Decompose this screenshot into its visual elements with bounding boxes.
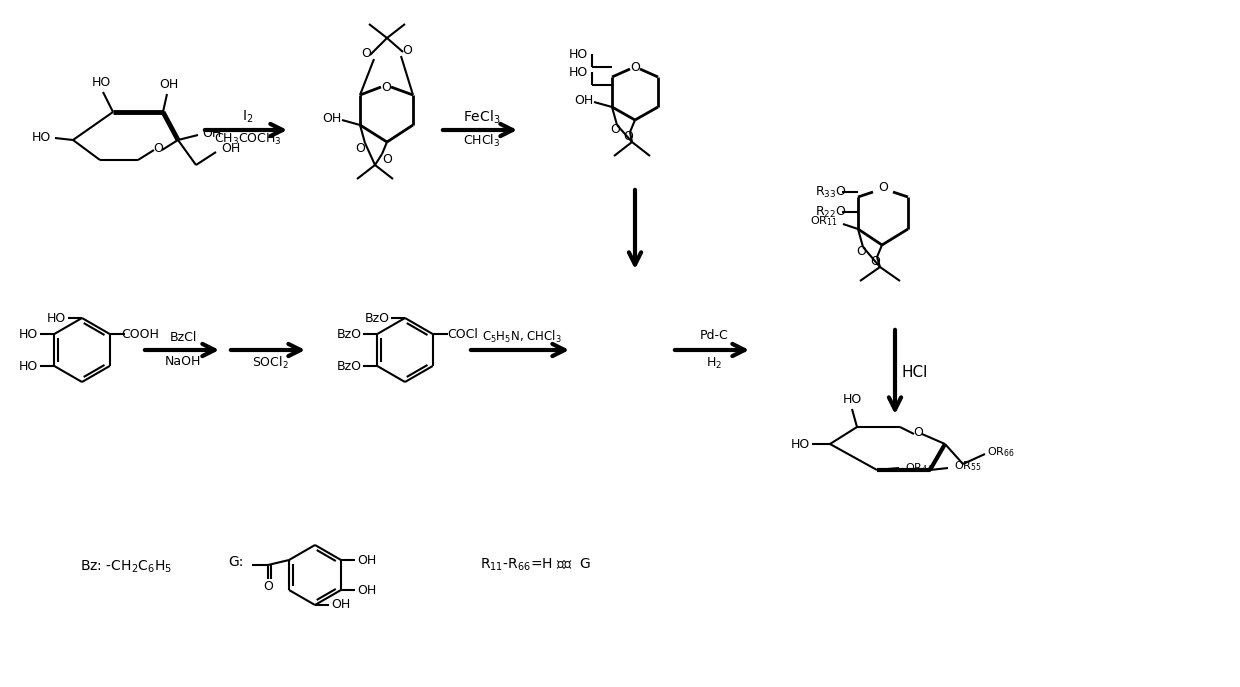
- Text: Bz: -CH$_2$C$_6$H$_5$: Bz: -CH$_2$C$_6$H$_5$: [81, 559, 172, 575]
- Text: OH: OH: [222, 142, 241, 155]
- Text: O: O: [870, 254, 880, 267]
- Text: O: O: [856, 245, 866, 258]
- Text: Pd-C: Pd-C: [699, 328, 728, 341]
- Text: O: O: [610, 122, 620, 135]
- Text: R$_{22}$O: R$_{22}$O: [815, 205, 847, 220]
- Text: CHCl$_3$: CHCl$_3$: [464, 133, 501, 149]
- Text: HO: HO: [790, 438, 810, 451]
- Text: HO: HO: [92, 76, 110, 89]
- Text: R$_{33}$O: R$_{33}$O: [815, 184, 847, 199]
- Text: HO: HO: [568, 65, 588, 78]
- Text: O: O: [381, 80, 391, 93]
- Text: OH: OH: [160, 78, 179, 91]
- Text: O: O: [361, 47, 371, 60]
- Text: O: O: [622, 130, 632, 142]
- Text: HO: HO: [842, 392, 862, 405]
- Text: H$_2$: H$_2$: [706, 355, 722, 370]
- Text: HO: HO: [31, 131, 51, 144]
- Text: OR$_{11}$: OR$_{11}$: [810, 214, 838, 228]
- Text: OH: OH: [322, 111, 342, 124]
- Text: NaOH: NaOH: [165, 354, 201, 368]
- Text: SOCl$_2$: SOCl$_2$: [252, 355, 289, 371]
- Text: HO: HO: [19, 359, 38, 372]
- Text: OH: OH: [202, 126, 222, 139]
- Text: O: O: [382, 153, 392, 166]
- Text: O: O: [263, 580, 273, 592]
- Text: HO: HO: [19, 328, 38, 341]
- Text: COCl: COCl: [448, 328, 479, 341]
- Text: BzO: BzO: [337, 359, 362, 372]
- Text: R$_{11}$-R$_{66}$=H 或者  G: R$_{11}$-R$_{66}$=H 或者 G: [480, 556, 590, 573]
- Text: G:: G:: [228, 555, 243, 569]
- Text: O: O: [153, 142, 162, 155]
- Text: FeCl$_3$: FeCl$_3$: [464, 109, 501, 126]
- Text: O: O: [402, 43, 412, 56]
- Text: C$_5$H$_5$N, CHCl$_3$: C$_5$H$_5$N, CHCl$_3$: [482, 329, 562, 345]
- Text: OH: OH: [357, 554, 377, 567]
- Text: I$_2$: I$_2$: [242, 109, 254, 125]
- Text: OR$_{66}$: OR$_{66}$: [987, 445, 1016, 459]
- Text: OR$_{55}$: OR$_{55}$: [954, 459, 982, 473]
- Text: OH: OH: [357, 583, 377, 596]
- Text: BzO: BzO: [365, 311, 389, 324]
- Text: BzO: BzO: [337, 328, 362, 341]
- Text: BzCl: BzCl: [170, 330, 197, 344]
- Text: HO: HO: [568, 47, 588, 60]
- Text: COOH: COOH: [120, 328, 159, 341]
- Text: OH: OH: [331, 598, 351, 611]
- Text: OH: OH: [574, 93, 594, 106]
- Text: OR$_{44}$: OR$_{44}$: [905, 461, 932, 475]
- Text: HO: HO: [46, 311, 66, 324]
- Text: O: O: [630, 60, 640, 74]
- Text: O: O: [878, 181, 888, 194]
- Text: CH$_3$COCH$_3$: CH$_3$COCH$_3$: [215, 131, 281, 146]
- Text: O: O: [913, 425, 923, 438]
- Text: O: O: [355, 142, 365, 155]
- Text: HCl: HCl: [901, 365, 929, 379]
